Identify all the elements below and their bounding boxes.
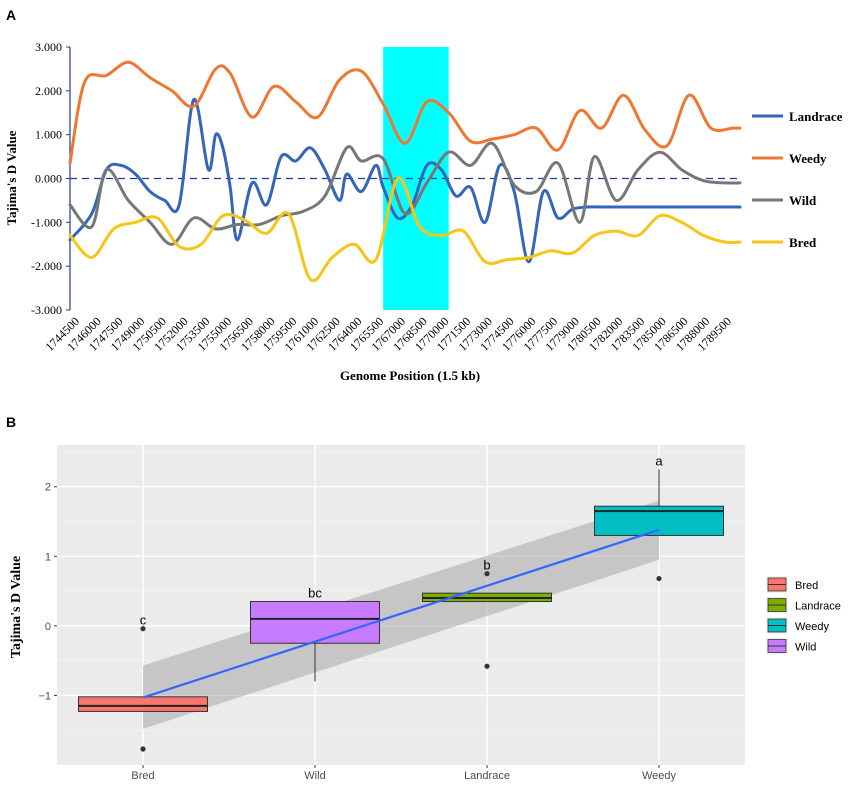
outlier-landrace bbox=[484, 663, 490, 669]
panel-a-y-axis-label: Tajima's D Value bbox=[4, 130, 19, 225]
group-letter-weedy: a bbox=[655, 453, 663, 468]
y-tick-label: 1.000 bbox=[35, 128, 62, 142]
series-line-bred bbox=[68, 176, 742, 283]
y-tick-label: 0.000 bbox=[35, 172, 62, 186]
legend-label-weedy: Weedy bbox=[795, 621, 830, 633]
box-wild bbox=[250, 601, 380, 644]
outlier-weedy bbox=[656, 575, 662, 582]
y-tick-label: 3.000 bbox=[35, 40, 62, 54]
legend-label-weedy: Weedy bbox=[789, 151, 827, 166]
series-line-weedy bbox=[68, 60, 742, 165]
y-tick-label: 0 bbox=[45, 621, 51, 633]
panel-b-y-axis-label: Tajima's D Value bbox=[9, 556, 24, 658]
outlier-bred bbox=[140, 626, 146, 632]
group-letter-wild: bc bbox=[308, 586, 322, 601]
legend-label-bred: Bred bbox=[795, 580, 818, 592]
box-bred bbox=[78, 696, 208, 712]
y-tick-label: 2 bbox=[45, 482, 51, 494]
y-tick-label: 2.000 bbox=[35, 84, 62, 98]
series-line-landrace bbox=[68, 98, 742, 264]
legend-label-wild: Wild bbox=[789, 193, 817, 208]
trend-line bbox=[142, 528, 660, 699]
legend-label-bred: Bred bbox=[789, 235, 817, 250]
y-tick-label: -2.000 bbox=[31, 259, 62, 273]
x-tick-label: Wild bbox=[304, 770, 325, 782]
panel-a-label: A bbox=[6, 7, 16, 23]
legend-label-wild: Wild bbox=[795, 642, 816, 654]
series-line-wild bbox=[68, 141, 742, 246]
legend-label-landrace: Landrace bbox=[795, 601, 841, 613]
legend-label-landrace: Landrace bbox=[789, 109, 843, 124]
y-tick-label: 1 bbox=[45, 551, 51, 563]
outlier-landrace bbox=[484, 571, 490, 577]
y-tick-label: -1.000 bbox=[31, 215, 62, 229]
panel-a-x-axis-label: Genome Position (1.5 kb) bbox=[340, 368, 480, 383]
y-tick-label: −1 bbox=[38, 690, 51, 702]
panel-b-box-plot: −1 0 1 2 c bc b a Bred Wild Landrace Weedy Bred Landr… bbox=[38, 445, 841, 782]
x-tick-label: Bred bbox=[131, 770, 154, 782]
x-tick-label: Weedy bbox=[642, 770, 677, 782]
group-letter-bred: c bbox=[140, 613, 147, 628]
panel-a-line-chart: 3.0002.0001.0000.000-1.000-2.000-3.00017… bbox=[31, 40, 843, 354]
outlier-bred bbox=[140, 746, 146, 752]
highlight-region bbox=[383, 47, 449, 310]
x-tick-label: Landrace bbox=[464, 770, 510, 782]
group-letter-landrace: b bbox=[483, 558, 490, 573]
panel-b-label: B bbox=[6, 414, 16, 430]
y-tick-label: -3.000 bbox=[31, 303, 62, 317]
